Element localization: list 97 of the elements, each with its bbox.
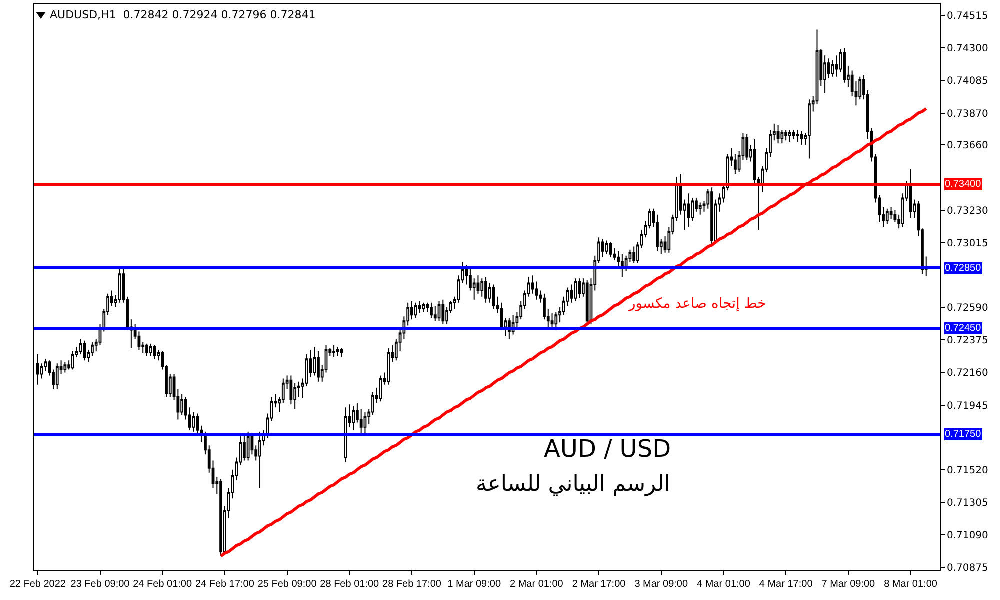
y-tick-label: 0.71090 [947, 530, 988, 542]
candlestick [414, 302, 418, 319]
y-tick-label: 0.72160 [947, 368, 988, 380]
y-tick-label: 0.71945 [947, 400, 988, 412]
candlestick [379, 375, 382, 402]
candlestick [886, 208, 889, 225]
candlestick [387, 348, 390, 386]
x-tick-label: 3 Mar 09:00 [634, 579, 688, 590]
x-tick-label: 4 Mar 17:00 [759, 579, 814, 590]
y-tick-label: 0.72375 [947, 336, 988, 347]
y-tick-label: 0.70875 [947, 563, 988, 574]
candlestick [442, 299, 445, 325]
y-tick-label: 0.74515 [947, 10, 988, 22]
x-tick-label: 28 Feb 17:00 [382, 579, 442, 590]
ref-line-label: 0.72450 [945, 323, 982, 334]
candlestick [153, 344, 156, 360]
candlestick [890, 206, 893, 220]
ref-line-label: 0.73400 [945, 179, 982, 190]
candlestick [784, 129, 788, 142]
candlestick [605, 240, 608, 255]
candlestick [843, 48, 846, 84]
candlestick [550, 313, 554, 330]
y-tick-label: 0.74300 [947, 44, 988, 55]
candlestick [776, 124, 780, 144]
x-tick-label: 25 Feb 09:00 [258, 579, 318, 590]
candlestick [609, 242, 612, 258]
candlestick [909, 168, 912, 218]
candlestick [336, 346, 340, 357]
y-tick-label: 0.72590 [947, 302, 988, 314]
candlestick [56, 363, 59, 390]
x-tick-label: 4 Mar 01:00 [697, 579, 751, 590]
candlestick [434, 305, 437, 322]
x-tick-label: 23 Feb 09:00 [70, 579, 130, 590]
candlestick [780, 129, 784, 144]
candlestick [800, 130, 804, 146]
chart-title: AUDUSD,H1 0.72842 0.72924 0.72796 0.72841 [50, 8, 316, 22]
candlestick [578, 278, 581, 299]
candlestick [146, 343, 148, 357]
x-tick-label: 1 Mar 09:00 [448, 579, 502, 590]
candlestick [710, 187, 714, 246]
ref-line-label: 0.71750 [945, 429, 982, 440]
ref-line-label: 0.72850 [945, 263, 982, 274]
candlestick [149, 343, 152, 357]
y-tick-label: 0.73870 [947, 108, 988, 120]
x-tick-label: 28 Feb 01:00 [320, 579, 380, 590]
y-tick-label: 0.71520 [947, 465, 988, 476]
y-tick-label: 0.73660 [947, 140, 988, 152]
candlestick [430, 302, 433, 319]
x-tick-label: 22 Feb 2022 [10, 579, 66, 590]
y-tick-label: 0.74085 [947, 76, 988, 88]
y-tick-label: 0.73015 [947, 238, 988, 250]
candlestick [808, 99, 811, 160]
y-tick-label: 0.73230 [947, 206, 988, 217]
candlestick [788, 129, 792, 143]
candlestick [438, 300, 441, 322]
x-tick-label: 8 Mar 01:00 [884, 579, 938, 590]
annotation: AUD / USD [544, 435, 672, 463]
candlestick [64, 362, 67, 374]
x-tick-label: 7 Mar 09:00 [822, 579, 876, 590]
candlestick [180, 393, 184, 416]
candlestick [574, 278, 578, 302]
candlestick [317, 350, 320, 382]
candlestick [83, 340, 86, 362]
candlestick [554, 312, 558, 331]
x-tick-label: 2 Mar 17:00 [572, 579, 626, 590]
candlestick [418, 300, 422, 314]
candlestick [492, 284, 496, 310]
candlestick [72, 350, 74, 370]
candlestick [220, 478, 222, 557]
x-tick-label: 24 Feb 17:00 [195, 579, 255, 590]
x-tick-label: 2 Mar 01:00 [510, 579, 564, 590]
candlestick [36, 354, 40, 386]
candlestick [364, 412, 367, 434]
candlestick [258, 431, 262, 489]
candlestick [687, 193, 690, 228]
candlestick [118, 269, 122, 304]
candlestick [242, 434, 246, 462]
candlestick [586, 280, 589, 325]
candlestick [632, 246, 636, 264]
candlestick [698, 202, 702, 216]
annotation: خط إتجاه صاعد مكسور [628, 296, 766, 312]
candlestick [246, 431, 250, 462]
candlestick [746, 134, 749, 161]
x-tick-label: 24 Feb 01:00 [133, 579, 192, 590]
candlestick [332, 344, 336, 358]
candlestick [831, 60, 834, 78]
candlestick [792, 129, 796, 140]
y-tick-label: 0.71305 [947, 498, 988, 509]
candlestick [422, 302, 426, 313]
candlestick [620, 254, 624, 278]
candlestick [484, 276, 488, 304]
candlestick [192, 412, 196, 432]
candlestick [352, 406, 355, 431]
candlestick [796, 129, 800, 143]
candlestick [340, 348, 344, 358]
annotation: الرسم البياني للساعة [476, 472, 671, 497]
candlestick [290, 375, 293, 406]
